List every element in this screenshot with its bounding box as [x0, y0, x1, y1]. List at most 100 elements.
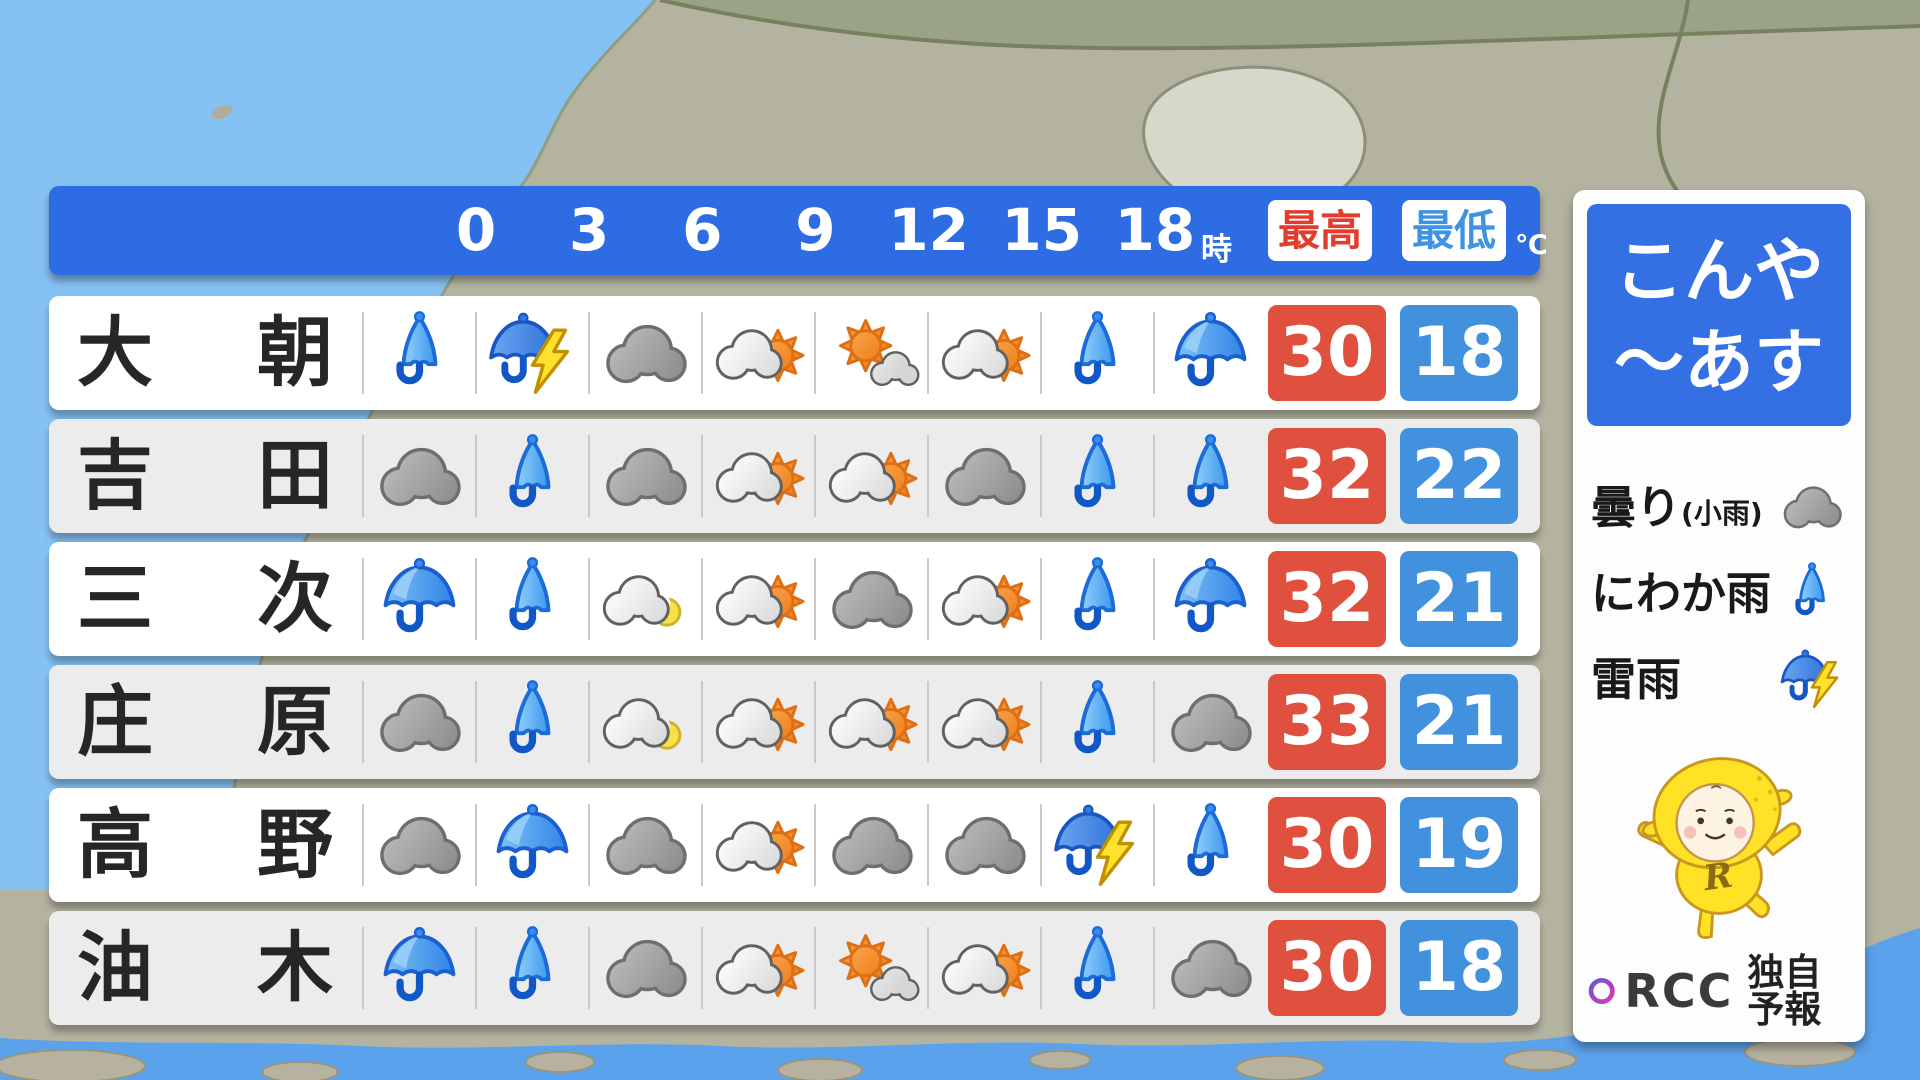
weather-cell [588, 665, 702, 779]
weather-cell [1153, 788, 1267, 902]
legend-item: にわか雨 [1591, 556, 1847, 630]
town-name: 吉 田 [77, 431, 333, 520]
cloud-icon [823, 797, 920, 894]
rain-icon [371, 920, 468, 1017]
weather-cell [814, 788, 928, 902]
weather-cell [362, 296, 476, 410]
mascot-letter: R [1700, 855, 1735, 900]
weather-cell [1040, 788, 1154, 902]
weather-cell [588, 419, 702, 533]
lemon-mascot: R [1637, 757, 1802, 940]
weather-cell [701, 665, 815, 779]
weather-cell [588, 542, 702, 656]
legend-label: 雷雨 [1591, 652, 1682, 706]
time-header-bar: 時 最高 最低 ℃ 0 3 6 9 12 15 18 [49, 186, 1548, 275]
weather-cell [927, 911, 1041, 1025]
shower-icon [1049, 920, 1146, 1017]
weather-cell [701, 419, 815, 533]
weather-cell [1153, 419, 1267, 533]
weather-cell [475, 665, 589, 779]
shower-icon [484, 551, 581, 648]
low-temp-badge: 最低 [1402, 200, 1506, 261]
shower-icon [1049, 551, 1146, 648]
low-temp-value: 19 [1400, 797, 1518, 893]
weather-cell [1040, 296, 1154, 410]
cloud-icon [936, 797, 1033, 894]
celsius-unit-label: ℃ [1515, 230, 1548, 261]
weather-cell [362, 665, 476, 779]
sun-cloud-icon [823, 920, 920, 1017]
high-temp-value: 30 [1268, 797, 1386, 893]
weather-cell [814, 542, 928, 656]
cloud-sun-icon [710, 797, 807, 894]
cloud-sun-icon [710, 920, 807, 1017]
sun-cloud-icon [823, 305, 920, 402]
cloud-sun-icon [710, 428, 807, 525]
temperature-cells: 32 21 [1268, 551, 1540, 647]
weather-cell [588, 296, 702, 410]
forecast-rows: 大 朝 30 18 吉 田 32 22 三 次 32 21 [49, 296, 1540, 1025]
cloud-icon [597, 797, 694, 894]
weather-cell [1153, 911, 1267, 1025]
shower-icon [484, 920, 581, 1017]
shower-icon [1162, 797, 1259, 894]
legend-item: 曇り(小雨) [1591, 470, 1847, 544]
cloud-sun-icon [936, 305, 1033, 402]
cloud-sun-icon [936, 674, 1033, 771]
weather-cell [362, 419, 476, 533]
weather-cell [927, 542, 1041, 656]
weather-cell [588, 911, 702, 1025]
cloud-icon [1777, 472, 1847, 542]
weather-cell [475, 419, 589, 533]
cloud-icon [371, 428, 468, 525]
side-panel: こんや ～あす 曇り(小雨) にわか雨 雷雨 [1573, 190, 1865, 1042]
cloud-sun-icon [823, 428, 920, 525]
forecast-row: 三 次 32 21 [49, 542, 1540, 656]
time-label-18: 18 [1114, 195, 1196, 264]
shower-icon [484, 674, 581, 771]
thunder-icon [1777, 644, 1847, 714]
shower-icon [1049, 305, 1146, 402]
time-label-9: 9 [795, 195, 836, 264]
shower-icon [1162, 428, 1259, 525]
cloud-sun-icon [936, 920, 1033, 1017]
town-name: 庄 原 [77, 677, 333, 766]
weather-cell [1040, 542, 1154, 656]
shower-icon [1049, 428, 1146, 525]
shower-icon [1049, 674, 1146, 771]
forecast-row: 油 木 30 18 [49, 911, 1540, 1025]
thunder-icon [1049, 797, 1146, 894]
high-temp-value: 33 [1268, 674, 1386, 770]
rain-icon [1162, 551, 1259, 648]
legend-label-small: (小雨) [1681, 496, 1763, 530]
weather-cell [701, 911, 815, 1025]
weather-cell [475, 296, 589, 410]
shower-icon [371, 305, 468, 402]
cloud-icon [1162, 674, 1259, 771]
low-temp-value: 21 [1400, 551, 1518, 647]
low-temp-value: 22 [1400, 428, 1518, 524]
forecast-board: 時 最高 最低 ℃ 0 3 6 9 12 15 18 大 朝 30 18 吉 田 32 22 [49, 186, 1548, 1025]
cloud-icon [936, 428, 1033, 525]
cloud-icon [597, 305, 694, 402]
high-temp-value: 32 [1268, 551, 1386, 647]
low-temp-value: 18 [1400, 920, 1518, 1016]
weather-cell [701, 296, 815, 410]
cloud-icon [371, 674, 468, 771]
time-label-6: 6 [682, 195, 723, 264]
time-label-3: 3 [568, 195, 610, 264]
cloud-sun-icon [710, 674, 807, 771]
rain-icon [484, 797, 581, 894]
town-name: 油 木 [77, 923, 333, 1012]
temperature-cells: 32 22 [1268, 428, 1540, 524]
town-name: 大 朝 [77, 308, 333, 397]
town-name: 三 次 [77, 554, 333, 643]
weather-cell [362, 788, 476, 902]
cloud-sun-icon [710, 305, 807, 402]
town-name: 高 野 [77, 800, 333, 889]
legend-item: 雷雨 [1591, 642, 1847, 716]
cloud-moon-icon [597, 551, 694, 648]
rain-icon [371, 551, 468, 648]
station-name: RCC [1624, 964, 1734, 1018]
